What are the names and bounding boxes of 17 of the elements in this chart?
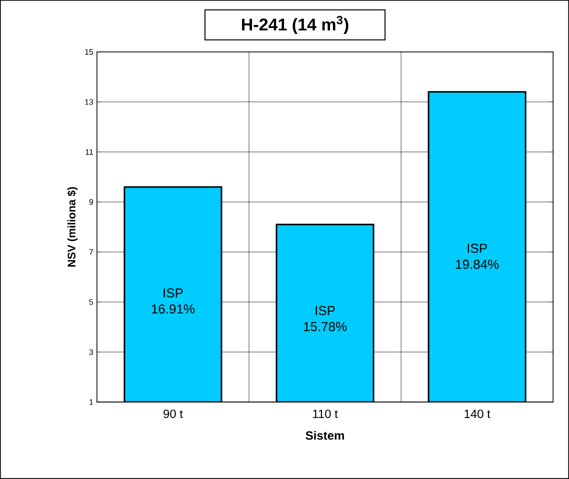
y-tick-label: 5 [89,299,94,305]
y-tick-label: 15 [85,49,94,55]
x-tick-label: 140 t [464,410,490,418]
chart-title: H-241 (14 m$^{3}$) [242,16,348,34]
annotation: ISP 15.78% [304,306,347,332]
y-tick-label: 9 [89,199,94,205]
y-tick-label: 7 [89,249,93,255]
y-axis-title: NSV (miliona $) [67,187,78,267]
y-tick-label: 11 [86,149,94,155]
y-tick-label: 13 [85,99,94,105]
x-tick-label: 90 t [164,410,183,418]
y-tick-label: 3 [89,349,94,355]
annotation: ISP 16.91% [152,288,195,314]
annotation: ISP 19.84% [456,244,499,269]
y-tick-label: 1 [90,399,94,405]
x-axis-title: Sistem [306,430,344,440]
x-tick-label: 110 t [313,410,338,418]
